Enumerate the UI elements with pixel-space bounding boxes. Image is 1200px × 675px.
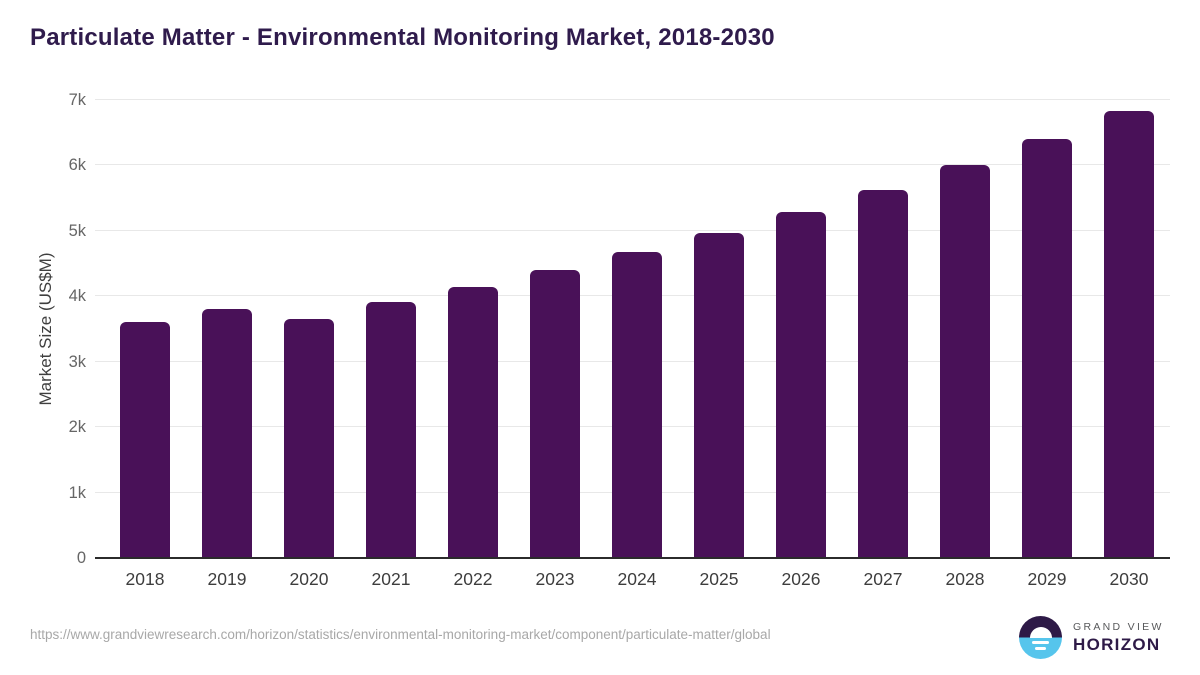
bar-slot-2025: 2025 — [678, 100, 760, 589]
y-tick-7k: 7k — [68, 91, 86, 109]
y-tick-2k: 2k — [68, 418, 86, 437]
horizon-sun-icon — [1019, 616, 1062, 659]
x-axis-line — [95, 557, 1170, 559]
x-tick-2025: 2025 — [699, 569, 739, 589]
bar-slot-2024: 2024 — [596, 100, 678, 589]
bars-layer: 2018 2019 2020 2021 2022 2023 2024 2025 2026 2027… — [104, 100, 1170, 589]
logo-brand-top: GRAND VIEW — [1073, 620, 1164, 633]
bar-2025[interactable] — [694, 232, 744, 558]
x-tick-2030: 2030 — [1109, 569, 1149, 589]
x-tick-2018: 2018 — [125, 569, 165, 589]
y-tick-4k: 4k — [68, 287, 86, 306]
x-tick-2024: 2024 — [617, 569, 657, 589]
bar-slot-2027: 2027 — [842, 100, 924, 589]
bar-2024[interactable] — [612, 252, 662, 558]
gridline-6k — [95, 164, 1170, 166]
bar-2018[interactable] — [120, 322, 170, 558]
bar-slot-2019: 2019 — [186, 100, 268, 589]
gridline-5k — [95, 229, 1170, 231]
x-tick-2028: 2028 — [945, 569, 985, 589]
bar-slot-2022: 2022 — [432, 100, 514, 589]
bar-slot-2028: 2028 — [924, 100, 1006, 589]
x-tick-2022: 2022 — [453, 569, 493, 589]
y-tick-5k: 5k — [68, 221, 86, 240]
y-tick-3k: 3k — [68, 352, 86, 371]
x-tick-2019: 2019 — [207, 569, 247, 589]
bar-slot-2023: 2023 — [514, 100, 596, 589]
gridline-7k — [95, 99, 1170, 100]
bar-2028[interactable] — [940, 165, 990, 558]
bar-2029[interactable] — [1022, 139, 1072, 558]
wave-shape — [1032, 640, 1049, 644]
bar-slot-2030: 2030 — [1088, 100, 1170, 589]
bar-slot-2021: 2021 — [350, 100, 432, 589]
x-tick-2021: 2021 — [371, 569, 411, 589]
logo-brand-bottom: HORIZON — [1073, 634, 1161, 654]
x-tick-2020: 2020 — [289, 569, 329, 589]
y-tick-1k: 1k — [68, 483, 86, 502]
y-axis-tick-labels: 0 1k 2k 3k 4k 5k 6k 7k — [30, 91, 86, 567]
bar-2023[interactable] — [530, 270, 580, 558]
bar-slot-2018: 2018 — [104, 100, 186, 589]
y-tick-0: 0 — [76, 549, 86, 567]
x-tick-2026: 2026 — [781, 569, 821, 589]
logo-text: GRAND VIEW HORIZON — [1073, 621, 1164, 655]
bar-2027[interactable] — [858, 190, 908, 558]
bar-slot-2029: 2029 — [1006, 100, 1088, 589]
bar-2026[interactable] — [776, 211, 826, 558]
source-url: https://www.grandviewresearch.com/horizo… — [30, 627, 771, 642]
sun-shape — [1029, 626, 1052, 638]
bar-2021[interactable] — [366, 301, 416, 558]
y-tick-6k: 6k — [68, 156, 86, 175]
x-tick-2027: 2027 — [863, 569, 903, 589]
bar-2022[interactable] — [448, 287, 498, 558]
wave-shape — [1035, 646, 1046, 650]
grand-view-horizon-logo: GRAND VIEW HORIZON — [1019, 616, 1164, 659]
bar-slot-2020: 2020 — [268, 100, 350, 589]
x-tick-2023: 2023 — [535, 569, 575, 589]
chart-title: Particulate Matter - Environmental Monit… — [30, 24, 775, 51]
bar-2020[interactable] — [284, 319, 334, 558]
bar-2019[interactable] — [202, 309, 252, 558]
x-tick-2029: 2029 — [1027, 569, 1067, 589]
bar-2030[interactable] — [1104, 111, 1154, 558]
bar-slot-2026: 2026 — [760, 100, 842, 589]
